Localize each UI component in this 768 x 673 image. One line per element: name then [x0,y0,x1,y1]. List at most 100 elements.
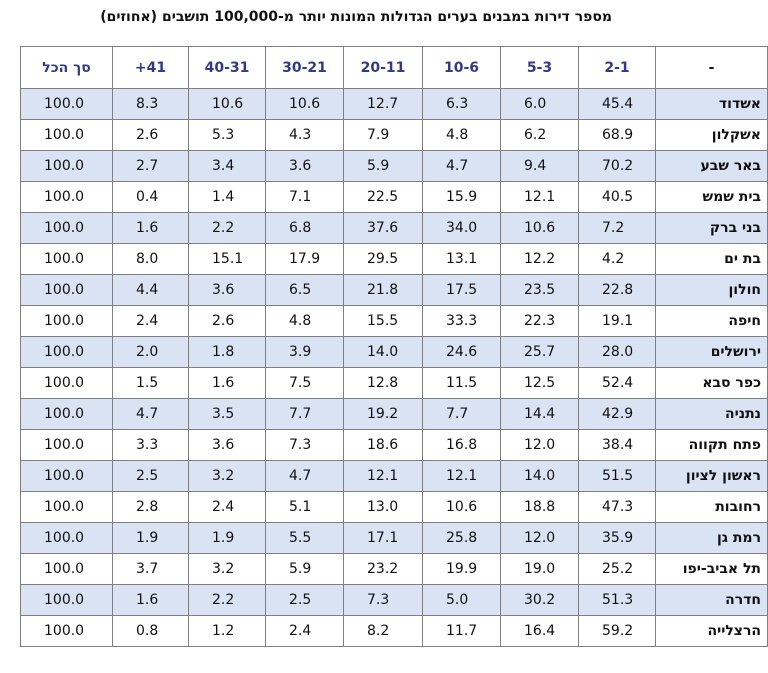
percent-cell: 5.1 [265,491,344,523]
table-row: ראשון לציון 51.5 14.0 12.1 12.1 4.7 3.2 2.5 100.… [20,460,768,492]
percent-cell: 7.7 [265,398,344,430]
percent-cell: 7.9 [343,119,423,151]
percent-cell: 25.7 [500,336,579,368]
percent-cell: 2.8 [112,491,189,523]
city-name: הרצלייה [655,615,768,647]
table-row: בית שמש 40.5 12.1 15.9 22.5 7.1 1.4 0.4 100.0 [20,181,768,213]
percent-cell: 45.4 [578,88,656,120]
table-row: רמת גן 35.9 12.0 25.8 17.1 5.5 1.9 1.9 100.0 [20,522,768,554]
percent-cell: 10.6 [265,88,344,120]
percent-cell: 19.0 [500,553,579,585]
table-row: הרצלייה 59.2 16.4 11.7 8.2 2.4 1.2 0.8 100.0 [20,615,768,647]
city-name: חדרה [655,584,768,616]
city-name: רמת גן [655,522,768,554]
percent-cell: 51.3 [578,584,656,616]
city-name: בת ים [655,243,768,275]
table-row: חיפה 19.1 22.3 33.3 15.5 4.8 2.6 2.4 100.0 [20,305,768,337]
percent-cell: 16.8 [422,429,501,461]
percent-cell: 3.6 [188,274,266,306]
percent-cell: 2.4 [112,305,189,337]
percent-cell: 2.6 [188,305,266,337]
table-row: כפר סבא 52.4 12.5 11.5 12.8 7.5 1.6 1.5 100.0 [20,367,768,399]
percent-cell: 5.0 [422,584,501,616]
table-row: אשדוד 45.4 6.0 6.3 12.7 10.6 10.6 8.3 100.0 [20,88,768,120]
table-row: נתניה 42.9 14.4 7.7 19.2 7.7 3.5 4.7 100.0 [20,398,768,430]
city-name: ירושלים [655,336,768,368]
percent-cell: 2.4 [188,491,266,523]
percent-cell: 6.8 [265,212,344,244]
percent-cell: 100.0 [20,88,113,120]
city-name: באר שבע [655,150,768,182]
percent-cell: 7.3 [343,584,423,616]
percent-cell: 17.1 [343,522,423,554]
percent-cell: 100.0 [20,150,113,182]
percent-cell: 25.8 [422,522,501,554]
percent-cell: 100.0 [20,398,113,430]
percent-cell: 34.0 [422,212,501,244]
percent-cell: 4.7 [112,398,189,430]
percent-cell: 7.3 [265,429,344,461]
percent-cell: 11.5 [422,367,501,399]
column-header: 5-3 [500,46,579,89]
city-name: אשדוד [655,88,768,120]
percent-cell: 47.3 [578,491,656,523]
table-body: אשדוד 45.4 6.0 6.3 12.7 10.6 10.6 8.3 100.0 אשקלו… [20,88,768,647]
percent-cell: 1.4 [188,181,266,213]
percent-cell: 12.2 [500,243,579,275]
percent-cell: 21.8 [343,274,423,306]
city-name: חולון [655,274,768,306]
table-row: בני ברק 7.2 10.6 34.0 37.6 6.8 2.2 1.6 100.0 [20,212,768,244]
percent-cell: 17.5 [422,274,501,306]
percent-cell: 100.0 [20,615,113,647]
percent-cell: 29.5 [343,243,423,275]
percent-cell: 9.4 [500,150,579,182]
percent-cell: 2.6 [112,119,189,151]
percent-cell: 8.3 [112,88,189,120]
column-header: 41+ [112,46,189,89]
percent-cell: 6.5 [265,274,344,306]
percent-cell: 37.6 [343,212,423,244]
table-row: תל אביב-יפו 25.2 19.0 19.9 23.2 5.9 3.2 3.7 100.… [20,553,768,585]
percent-cell: 1.9 [188,522,266,554]
percent-cell: 23.5 [500,274,579,306]
percent-cell: 15.5 [343,305,423,337]
percent-cell: 6.0 [500,88,579,120]
percent-cell: 70.2 [578,150,656,182]
column-header: 40-31 [188,46,266,89]
percent-cell: 100.0 [20,181,113,213]
percent-cell: 3.6 [265,150,344,182]
percent-cell: 14.0 [500,460,579,492]
percent-cell: 4.7 [265,460,344,492]
percent-cell: 2.5 [265,584,344,616]
city-name: ראשון לציון [655,460,768,492]
percent-cell: 100.0 [20,274,113,306]
percent-cell: 30.2 [500,584,579,616]
city-name: בני ברק [655,212,768,244]
city-name: בית שמש [655,181,768,213]
percent-cell: 2.2 [188,584,266,616]
percent-cell: 25.2 [578,553,656,585]
percent-cell: 15.1 [188,243,266,275]
percent-cell: 3.4 [188,150,266,182]
percent-cell: 4.4 [112,274,189,306]
percent-cell: 12.0 [500,429,579,461]
percent-cell: 33.3 [422,305,501,337]
percent-cell: 10.6 [422,491,501,523]
column-header: סך הכל [20,46,113,89]
percent-cell: 13.1 [422,243,501,275]
header-row: -2-1 5-3 10-6 20-11 30-21 40-31 41+ סך הכל [20,46,768,89]
percent-cell: 18.6 [343,429,423,461]
percent-cell: 4.7 [422,150,501,182]
percent-cell: 1.2 [188,615,266,647]
percent-cell: 100.0 [20,119,113,151]
percent-cell: 14.0 [343,336,423,368]
percent-cell: 13.0 [343,491,423,523]
percent-cell: 100.0 [20,243,113,275]
percent-cell: 52.4 [578,367,656,399]
percent-cell: 19.1 [578,305,656,337]
percent-cell: 6.2 [500,119,579,151]
percent-cell: 100.0 [20,553,113,585]
percent-cell: 15.9 [422,181,501,213]
percent-cell: 7.2 [578,212,656,244]
percent-cell: 35.9 [578,522,656,554]
